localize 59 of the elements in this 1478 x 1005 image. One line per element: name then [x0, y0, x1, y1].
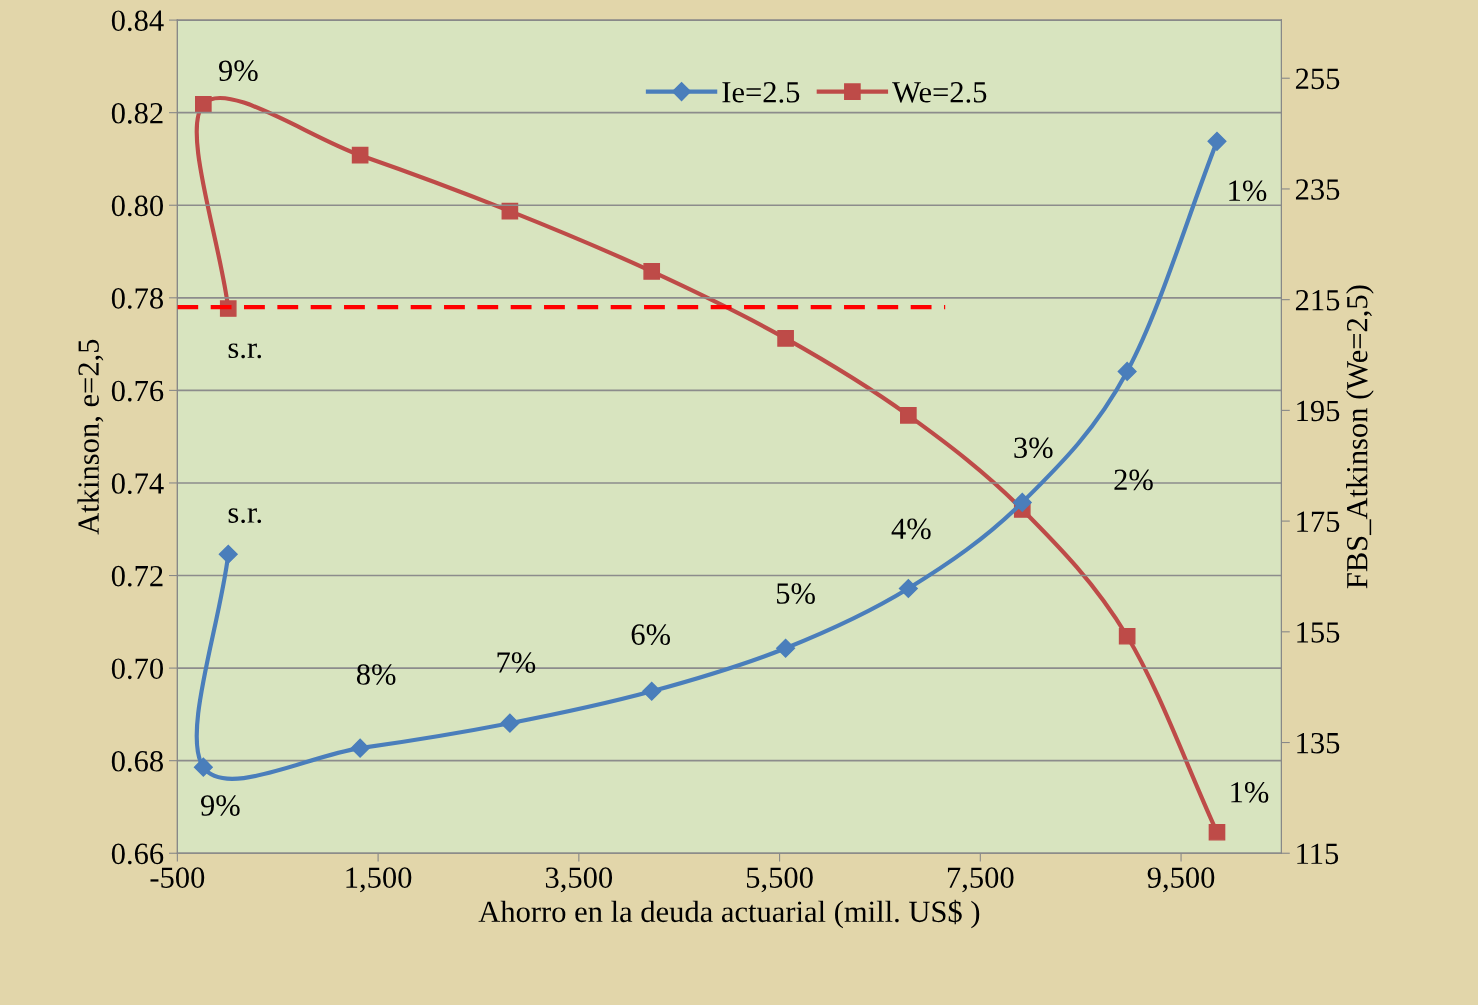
annotation: 2%: [1114, 469, 1153, 491]
annotation: 9%: [200, 795, 240, 816]
annotation: 1%: [1229, 180, 1267, 202]
y-tick-label: 0.70: [111, 658, 163, 680]
point: [218, 544, 238, 564]
y2-tick-label: 235: [1295, 179, 1340, 200]
point: [350, 738, 370, 758]
y2-tick-label: 255: [1295, 68, 1340, 90]
y-tick-label: 0.66: [111, 843, 164, 865]
point: [900, 407, 917, 424]
annotation: 3%: [1014, 437, 1053, 459]
y2-tick-label: 215: [1295, 290, 1340, 311]
y-axis-title: Atkinson, e=2,5: [77, 339, 104, 535]
point: [777, 330, 794, 347]
point: [1208, 823, 1226, 841]
annotation: 5%: [777, 583, 815, 604]
y-tick-label: 0.84: [111, 10, 164, 32]
legend-label: Ie=2.5: [722, 82, 800, 103]
y2-tick-label: 115: [1297, 843, 1339, 865]
point: [351, 146, 369, 164]
point: [642, 681, 662, 701]
point: [643, 263, 661, 280]
annotation: 7%: [497, 652, 536, 673]
point: [195, 95, 212, 113]
x-axis-title: Ahorro en la deuda actuarial (mill. US$ ): [478, 899, 980, 929]
point: [1207, 131, 1227, 151]
x-tick-label: -500: [150, 867, 205, 888]
y2-tick-label: 175: [1297, 511, 1340, 532]
point: [898, 578, 918, 599]
legend-label: We=2.5: [892, 82, 987, 103]
point: [1118, 627, 1136, 645]
y-tick-label: 0.76: [111, 380, 164, 402]
point: [1117, 361, 1137, 381]
y2-tick-label: 195: [1297, 400, 1340, 422]
annotation: 8%: [356, 664, 396, 685]
y-tick-label: 0.80: [111, 195, 163, 217]
x-tick-label: 3,500: [545, 867, 613, 893]
y-tick-label: 0.72: [111, 565, 163, 587]
point: [776, 638, 796, 658]
annotation: 4%: [891, 518, 931, 540]
point: [193, 757, 213, 777]
annotation: 9%: [218, 60, 258, 82]
x-tick-label: 7,500: [947, 867, 1014, 893]
y2-tick-label: 135: [1297, 732, 1340, 754]
x-tick-label: 1,500: [346, 867, 412, 893]
x-tick-label: 5,500: [746, 867, 813, 893]
annotation: 6%: [631, 624, 671, 645]
point: [1012, 492, 1032, 512]
annotation: s.r.: [228, 343, 262, 359]
annotation: s.r.: [228, 508, 262, 524]
y2-axis-title: FBS_Atkinson (We=2,5): [1346, 285, 1374, 589]
y-tick-label: 0.82: [111, 102, 163, 124]
annotation: 1%: [1231, 781, 1269, 803]
point: [500, 713, 520, 733]
x-tick-label: 9,500: [1147, 867, 1215, 893]
y-tick-label: 0.74: [111, 473, 164, 494]
y-tick-label: 0.78: [111, 288, 163, 309]
y2-tick-label: 155: [1297, 622, 1340, 643]
y-tick-label: 0.68: [111, 750, 163, 772]
